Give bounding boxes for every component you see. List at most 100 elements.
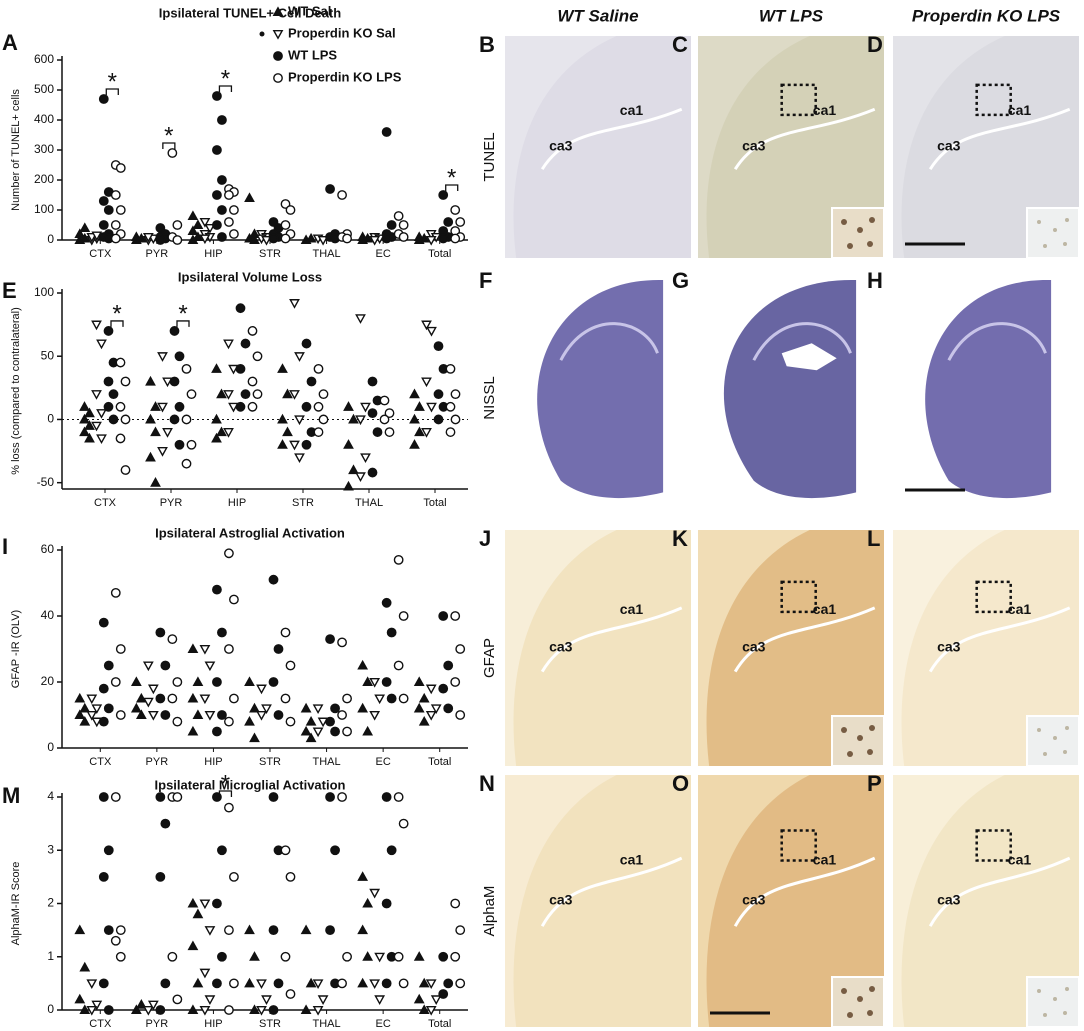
y-tick-label: 600 [34, 52, 54, 66]
data-point [384, 427, 395, 437]
data-point [224, 1005, 234, 1015]
data-point [84, 407, 95, 418]
inset-cell [869, 986, 875, 992]
data-point [317, 717, 329, 728]
inset-cell [1065, 726, 1069, 730]
data-point [261, 704, 272, 715]
data-point [244, 192, 255, 203]
data-point [103, 1005, 114, 1015]
data-point [98, 871, 109, 882]
data-point [343, 401, 354, 411]
data-point [372, 427, 383, 437]
data-point [79, 232, 91, 243]
data-point [300, 924, 312, 935]
y-axis-label: GFAP -IR (OLV) [10, 610, 22, 688]
data-point [181, 363, 192, 374]
data-point [167, 951, 178, 962]
data-point [79, 413, 90, 424]
data-point [348, 464, 359, 475]
data-point [160, 710, 171, 720]
x-tick-label: PYR [146, 248, 169, 260]
inset-cell [1043, 244, 1047, 248]
data-point [305, 977, 317, 988]
data-point [98, 220, 109, 230]
y-tick-label: 200 [34, 172, 54, 186]
data-point [282, 388, 293, 399]
data-point [240, 338, 251, 349]
x-tick-label: Total [423, 497, 446, 509]
data-point [247, 401, 258, 412]
data-point [249, 234, 260, 245]
data-point [393, 211, 404, 221]
region-label: ca1 [620, 601, 644, 617]
data-point [204, 926, 216, 936]
data-point [300, 702, 312, 713]
y-tick-label: 0 [47, 412, 54, 426]
data-point [325, 184, 335, 194]
x-tick-label: EC [376, 1018, 391, 1030]
x-tick-label: CTX [94, 497, 117, 509]
data-point [438, 233, 449, 244]
data-point [160, 660, 171, 671]
inset-cell [1037, 220, 1041, 224]
data-point [367, 467, 378, 478]
data-point [381, 233, 392, 244]
data-point [130, 231, 142, 242]
data-point [79, 715, 91, 726]
data-point [91, 717, 103, 728]
significance-star: * [447, 164, 456, 191]
inset-cell [847, 243, 853, 249]
region-label: ca3 [742, 892, 766, 908]
data-point [280, 693, 291, 704]
data-point [115, 951, 126, 962]
panel-letter: K [672, 526, 688, 551]
significance-star: * [108, 68, 117, 95]
data-point [252, 389, 263, 400]
inset-cell [841, 727, 847, 733]
data-point [414, 426, 425, 437]
data-point [96, 409, 107, 419]
data-point [74, 993, 86, 1004]
data-point [301, 439, 312, 450]
data-point [212, 190, 222, 200]
y-tick-label: 60 [41, 542, 55, 556]
panel-letter: E [2, 278, 17, 303]
data-point [357, 977, 369, 988]
data-point [199, 644, 211, 655]
data-point [199, 899, 211, 910]
data-point [145, 413, 156, 424]
data-point [192, 676, 204, 687]
data-point [312, 704, 324, 715]
panel-letter: J [479, 526, 491, 551]
data-point [212, 978, 222, 989]
inset-cell [1043, 752, 1047, 756]
inset-cell [1065, 218, 1069, 222]
data-point [325, 716, 335, 727]
data-point [130, 676, 142, 687]
x-tick-label: STR [259, 756, 281, 768]
data-point [174, 439, 185, 450]
inset-cell [1065, 987, 1069, 991]
significance-bracket [445, 184, 459, 191]
data-point [277, 439, 288, 449]
data-point [393, 555, 404, 565]
significance-bracket [110, 320, 124, 327]
data-point [418, 1004, 430, 1015]
brain-section [901, 530, 1079, 766]
data-point [192, 908, 204, 919]
data-point [343, 480, 354, 491]
x-tick-label: HIP [204, 756, 222, 768]
data-point [381, 792, 392, 802]
data-point [120, 414, 131, 425]
data-point [155, 627, 166, 638]
data-point [261, 235, 272, 246]
data-point [381, 597, 392, 608]
panel-letter: G [672, 268, 689, 293]
data-point [285, 716, 296, 727]
brain-section [925, 279, 1052, 499]
data-point [174, 401, 185, 412]
data-point [187, 643, 199, 654]
panel-letter: P [867, 771, 882, 796]
data-point [115, 401, 126, 412]
